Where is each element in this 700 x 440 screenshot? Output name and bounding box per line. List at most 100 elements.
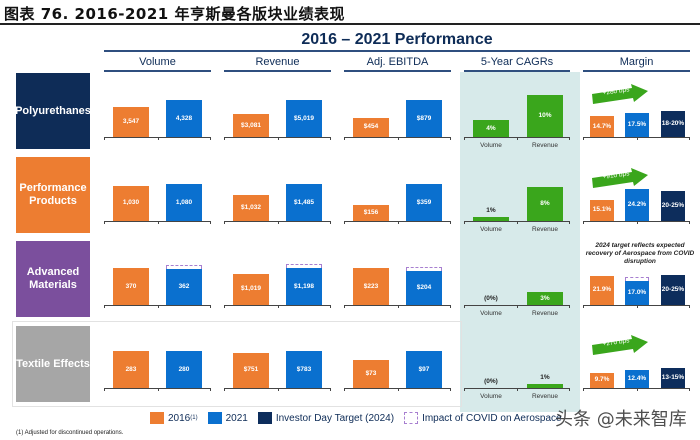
axis-tick [689,137,690,140]
cagr-bar [473,120,509,137]
title-rule [104,50,690,52]
axis-tick [104,305,105,308]
axis-tick [157,137,159,140]
axis-tick [569,221,570,224]
volume-bar [113,185,149,221]
column-rule [344,70,451,72]
axis-tick [330,221,331,224]
cagr-category-label: Revenue [531,226,559,233]
margin-change-arrow [592,335,652,355]
axis-tick [277,137,279,140]
figure-title: 图表 76. 2016-2021 年亨斯曼各版块业绩表现 [4,5,345,23]
margin-bar [625,112,649,137]
axis-tick [157,221,159,224]
cagr-bar [527,187,563,221]
axis-tick [344,137,345,140]
legend-label: 2016 [168,412,191,424]
segment-label-textile-effects: Textile Effects [16,326,90,402]
axis-tick [224,388,225,391]
legend-item-target: Investor Day Target (2024) [257,412,394,424]
axis-tick [569,388,570,391]
margin-value-label: 20-25% [661,286,685,294]
axis-tick [344,221,345,224]
margin-value-label: 14.7% [592,122,612,130]
revenue-bar [286,184,322,221]
margin-value-label: 24.2% [627,201,647,209]
volume-bar [113,106,149,137]
legend-superscript: (1) [190,415,198,421]
cagr-value-label: 3% [540,294,550,302]
revenue-value-label: $3,081 [241,121,261,129]
cagr-value-label: 4% [486,124,496,132]
cagr-value-label: 8% [540,200,550,208]
axis-tick [157,305,159,308]
ebitda-bar [353,268,389,305]
ebitda-value-label: $359 [416,198,432,206]
margin-bar [661,191,685,221]
margin-change-arrow [592,168,652,188]
margin-bar [590,372,614,388]
legend-item-2021: 2021 [207,412,248,424]
column-rule [464,70,570,72]
column-header-revenue: Revenue [255,56,300,68]
axis-tick [583,221,584,224]
axis-tick [583,137,584,140]
axis-tick [464,388,465,391]
volume-value-label: 1,030 [122,199,140,207]
covid-impact-outline [406,267,442,272]
margin-bar [590,199,614,221]
volume-bar [113,268,149,305]
revenue-bar [233,352,269,388]
revenue-bar [233,114,269,137]
cagr-category-label: Revenue [531,310,559,317]
axis-tick [450,137,451,140]
legend-label: Impact of COVID on Aerospace [422,412,562,424]
axis-tick [464,221,465,224]
volume-value-label: 283 [125,365,137,373]
axis-tick [517,388,518,391]
axis-tick [224,221,225,224]
cagr-value-label: 1% [486,206,496,214]
axis-tick [277,388,279,391]
margin-change-arrow [592,84,652,104]
axis-tick [517,137,518,140]
cagr-bar [527,383,563,388]
margin-bar [625,281,649,305]
axis-tick [157,388,159,391]
volume-bar [113,351,149,388]
ebitda-bar [353,117,389,137]
revenue-bar [286,351,322,388]
axis-tick [397,305,399,308]
revenue-bar [286,100,322,137]
axis-tick [330,305,331,308]
segment-label-polyurethanes: Polyurethanes [15,73,91,149]
cagr-value-label: (0%) [484,295,498,302]
ebitda-value-label: $879 [416,114,432,122]
volume-bar [166,100,202,137]
footnote: (1) Adjusted for discontinued operations… [16,430,124,436]
axis-tick [224,305,225,308]
volume-bar [166,268,202,305]
margin-value-label: 15.1% [592,206,612,214]
axis-tick [344,305,345,308]
axis-tick [397,221,399,224]
ebitda-value-label: $454 [363,123,379,131]
axis-tick [104,137,105,140]
axis-tick [210,221,211,224]
covid-impact-outline [286,264,322,268]
axis-tick [464,137,465,140]
covid-impact-outline [166,264,202,269]
arrow-right-icon [592,335,648,355]
axis-tick [689,305,690,308]
margin-bar [590,116,614,137]
legend-swatch [150,412,164,424]
axis-tick [277,221,279,224]
column-rule [104,70,211,72]
margin-value-label: 13-15% [661,373,685,381]
legend: 2016 (1) 2021 Investor Day Target (2024) … [150,412,562,424]
axis-tick [636,221,638,224]
column-header-margin: Margin [619,56,654,68]
legend-swatch [404,412,419,424]
axis-tick [330,137,331,140]
volume-bar [166,184,202,221]
